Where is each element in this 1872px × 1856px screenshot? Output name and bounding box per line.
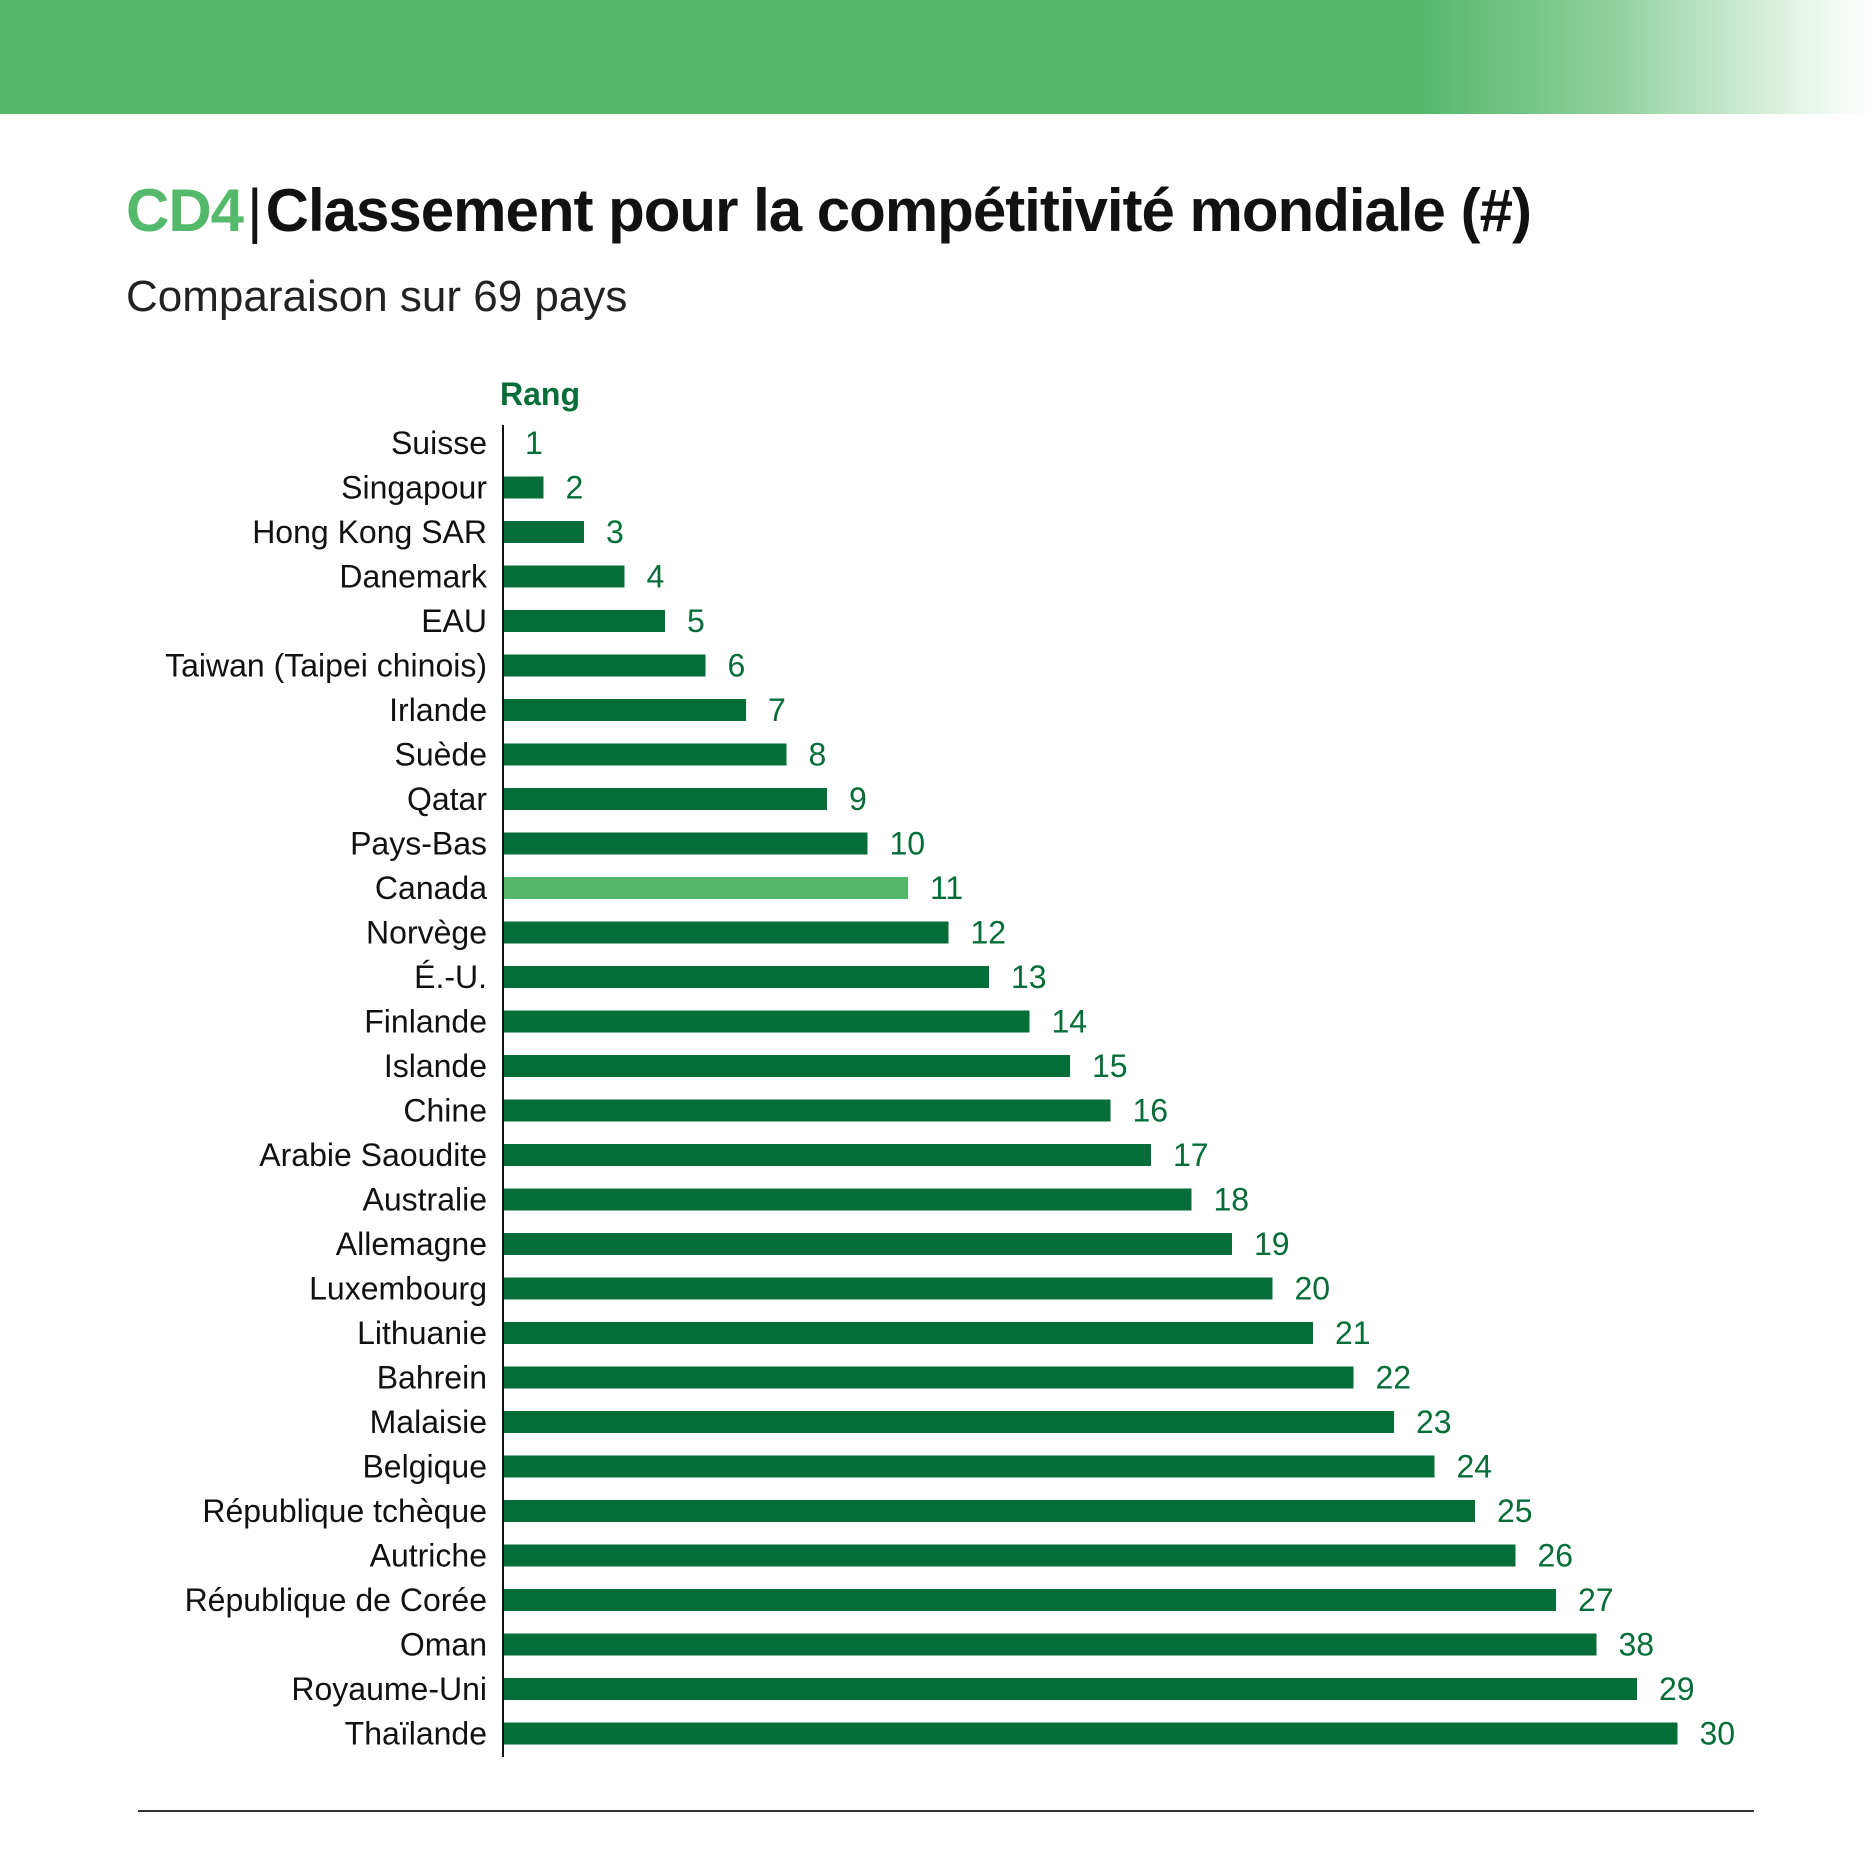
value-label: 24 [1457, 1449, 1493, 1485]
bar-23 [503, 1411, 1394, 1433]
page-title: CD4|Classement pour la compétitivité mon… [126, 176, 1532, 245]
value-label: 29 [1659, 1671, 1695, 1707]
bar-7 [503, 699, 746, 721]
category-label: Lithuanie [357, 1315, 487, 1351]
bar-15 [503, 1055, 1070, 1077]
chart-title: Classement pour la compétitivité mondial… [265, 177, 1532, 244]
title-separator: | [247, 177, 263, 244]
category-label: Pays-Bas [350, 826, 487, 862]
value-label: 30 [1700, 1716, 1736, 1752]
value-label: 14 [1052, 1004, 1088, 1040]
bar-27 [503, 1589, 1556, 1611]
category-label: Allemagne [336, 1226, 487, 1262]
category-label: Finlande [364, 1004, 487, 1040]
ranking-bar-chart: Rang Suisse 1 Singapour 2 Hong Kong SAR 3 Dane… [165, 376, 1736, 1757]
value-label: 21 [1335, 1315, 1371, 1351]
bar-12 [503, 921, 949, 944]
value-label: 22 [1376, 1360, 1412, 1396]
bar-21 [503, 1322, 1313, 1344]
bar-24 [503, 1455, 1435, 1478]
bar-10 [503, 832, 868, 855]
category-label: Royaume-Uni [291, 1671, 487, 1707]
category-label: Australie [363, 1182, 488, 1218]
bottom-divider [138, 1810, 1754, 1812]
value-label: 8 [809, 737, 827, 773]
bar-26 [503, 1544, 1516, 1567]
bar-9 [503, 788, 827, 810]
value-label: 9 [849, 781, 867, 817]
axis-title: Rang [500, 376, 580, 412]
bar-14 [503, 1010, 1030, 1033]
value-label: 27 [1578, 1582, 1614, 1618]
category-label: EAU [421, 603, 487, 639]
category-label: Irlande [389, 692, 487, 728]
value-label: 5 [687, 603, 705, 639]
chart-code: CD4 [126, 177, 244, 244]
value-label: 11 [930, 870, 963, 906]
value-label: 26 [1538, 1538, 1574, 1574]
bar-22 [503, 1366, 1354, 1389]
bar-2 [503, 476, 544, 499]
bar-29 [503, 1678, 1637, 1700]
category-label: Luxembourg [309, 1271, 487, 1307]
bar-28 [503, 1633, 1597, 1656]
category-label: Taiwan (Taipei chinois) [165, 648, 487, 684]
bar-6 [503, 654, 706, 677]
value-label: 2 [566, 470, 584, 506]
bar-13 [503, 966, 989, 988]
value-label: 19 [1254, 1226, 1290, 1262]
category-label: Islande [384, 1048, 487, 1084]
value-label: 18 [1214, 1182, 1250, 1218]
value-label: 4 [647, 559, 665, 595]
value-label: 12 [971, 915, 1007, 951]
bar-8 [503, 743, 787, 766]
category-label: É.-U. [414, 959, 487, 995]
category-label: Arabie Saoudite [259, 1137, 487, 1173]
category-label: République tchèque [202, 1493, 487, 1529]
category-label: Norvège [366, 915, 487, 951]
bar-16 [503, 1099, 1111, 1122]
bar-30 [503, 1722, 1678, 1745]
category-label: Bahrein [377, 1360, 487, 1396]
category-label: Singapour [341, 470, 487, 506]
value-label: 25 [1497, 1493, 1533, 1529]
category-label: République de Corée [185, 1582, 487, 1618]
bar-18 [503, 1188, 1192, 1211]
value-label: 16 [1133, 1093, 1169, 1129]
value-label: 1 [525, 425, 543, 461]
category-label: Chine [403, 1093, 487, 1129]
category-label: Qatar [407, 781, 487, 817]
category-label: Malaisie [370, 1404, 487, 1440]
chart-subtitle: Comparaison sur 69 pays [126, 272, 628, 321]
value-label: 15 [1092, 1048, 1128, 1084]
category-label: Thaïlande [345, 1716, 487, 1752]
header-band [0, 0, 1872, 114]
value-label: 20 [1295, 1271, 1331, 1307]
bar-3 [503, 521, 584, 543]
bar-11 [503, 877, 908, 899]
category-label: Danemark [339, 559, 488, 595]
value-label: 7 [768, 692, 786, 728]
value-label: 10 [890, 826, 926, 862]
value-label: 6 [728, 648, 746, 684]
category-label: Oman [400, 1627, 487, 1663]
bar-5 [503, 610, 665, 632]
category-label: Suisse [391, 425, 487, 461]
bar-4 [503, 565, 625, 588]
bar-17 [503, 1144, 1151, 1166]
bar-19 [503, 1233, 1232, 1255]
value-label: 38 [1619, 1627, 1655, 1663]
value-label: 23 [1416, 1404, 1452, 1440]
value-label: 13 [1011, 959, 1047, 995]
category-label: Suède [394, 737, 487, 773]
category-label: Belgique [362, 1449, 487, 1485]
category-label: Canada [375, 870, 487, 906]
bar-20 [503, 1277, 1273, 1300]
value-label: 3 [606, 514, 624, 550]
category-label: Hong Kong SAR [252, 514, 487, 550]
category-label: Autriche [370, 1538, 487, 1574]
value-label: 17 [1173, 1137, 1209, 1173]
bar-25 [503, 1500, 1475, 1522]
